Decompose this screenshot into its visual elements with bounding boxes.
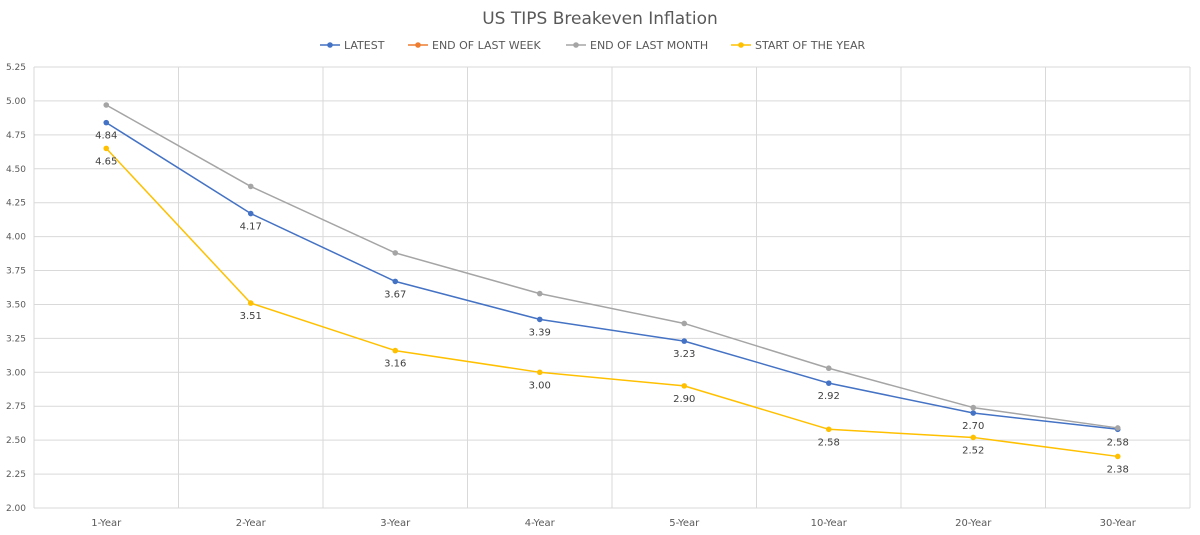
series-3-point: [536, 369, 543, 376]
x-tick-label: 5-Year: [669, 518, 700, 529]
y-tick-label: 2.00: [6, 504, 26, 514]
series-line-2: [105, 104, 1118, 429]
y-tick-label: 3.25: [6, 334, 26, 344]
series-2-point: [1114, 425, 1121, 431]
data-labels: 4.84 4.17 3.67 3.39 3.23 2.92 2.70 2.58 4.65 3.51…: [95, 131, 1129, 476]
y-tick-label: 4.00: [6, 233, 26, 243]
y-tick-label: 4.75: [6, 131, 26, 141]
series-0-data-label: 2.92: [818, 391, 840, 402]
legend-item[interactable]: START OF THE YEAR: [731, 39, 866, 52]
series-0-point: [681, 338, 688, 344]
y-tick-label: 5.25: [6, 63, 26, 73]
series-3-point: [1114, 453, 1121, 460]
series-2-point: [536, 290, 543, 297]
series-0-point: [536, 316, 543, 323]
series-2-point: [681, 320, 688, 327]
x-tick-label: 4-Year: [525, 518, 556, 529]
series-3-data-label: 2.52: [962, 445, 984, 456]
x-tick-label: 20-Year: [955, 518, 992, 529]
chart-title: US TIPS Breakeven Inflation: [482, 9, 718, 29]
x-tick-label: 3-Year: [380, 518, 411, 529]
series-3-data-label: 2.58: [818, 437, 840, 448]
legend-swatch-marker: [738, 42, 744, 48]
series-0-data-label: 3.39: [529, 327, 551, 338]
legend: LATEST END OF LAST WEEK END OF LAST MONTH S…: [320, 39, 866, 52]
series-layer: [103, 102, 1121, 460]
series-0-data-label: 2.58: [1107, 437, 1129, 448]
y-tick-label: 4.50: [6, 165, 26, 175]
y-tick-label: 4.25: [6, 199, 26, 209]
series-0-point: [392, 278, 399, 285]
x-tick-label: 1-Year: [91, 518, 122, 529]
series-3-point: [392, 347, 399, 354]
x-tick-label: 10-Year: [811, 518, 848, 529]
series-3-point: [103, 145, 110, 152]
series-3-point: [247, 300, 254, 306]
legend-label: END OF LAST WEEK: [432, 39, 542, 52]
gridlines: [33, 66, 1191, 509]
y-tick-label: 2.50: [6, 436, 26, 446]
y-axis: 2.00 2.25 2.50 2.75 3.00 3.25 3.50 3.75 4.00 4.25…: [6, 63, 26, 514]
series-2-point: [247, 183, 254, 190]
legend-label: LATEST: [344, 39, 385, 52]
legend-item[interactable]: END OF LAST MONTH: [566, 39, 708, 52]
series-3-data-label: 2.38: [1107, 464, 1129, 475]
series-3-data-label: 2.90: [673, 394, 695, 405]
y-tick-label: 3.00: [6, 368, 26, 378]
series-0-data-label: 3.67: [384, 289, 406, 300]
y-tick-label: 2.75: [6, 402, 26, 412]
series-0-point: [825, 380, 832, 386]
series-2-point: [825, 365, 832, 372]
legend-swatch-marker: [573, 42, 579, 48]
y-tick-label: 2.25: [6, 470, 26, 480]
series-2-point: [970, 404, 977, 411]
legend-item[interactable]: LATEST: [320, 39, 385, 52]
legend-label: START OF THE YEAR: [755, 39, 866, 52]
series-0-point: [970, 410, 977, 416]
y-tick-label: 5.00: [6, 97, 26, 107]
series-3-data-label: 3.16: [384, 359, 406, 370]
series-3-data-label: 3.51: [240, 311, 262, 322]
series-0-data-label: 3.23: [673, 349, 695, 360]
x-tick-label: 30-Year: [1100, 518, 1137, 529]
series-0-data-label: 2.70: [962, 421, 984, 432]
x-axis: 1-Year 2-Year 3-Year 4-Year 5-Year 10-Year 20-…: [91, 518, 1137, 529]
series-2-point: [103, 102, 110, 108]
y-tick-label: 3.50: [6, 300, 26, 310]
series-3-point: [825, 426, 832, 433]
legend-swatch-marker: [327, 42, 333, 48]
series-line-0: [105, 121, 1118, 431]
series-2-point: [392, 250, 399, 256]
series-3-point: [970, 434, 977, 441]
legend-swatch-marker: [415, 42, 421, 48]
series-3-point: [681, 383, 688, 389]
legend-item[interactable]: END OF LAST WEEK: [408, 39, 542, 52]
legend-label: END OF LAST MONTH: [590, 39, 708, 52]
series-0-data-label: 4.17: [240, 222, 262, 233]
series-0-point: [103, 119, 110, 126]
x-tick-label: 2-Year: [236, 518, 267, 529]
series-0-data-label: 4.84: [95, 131, 117, 142]
y-tick-label: 3.75: [6, 267, 26, 277]
series-3-data-label: 3.00: [529, 380, 551, 391]
series-line-3: [105, 147, 1118, 458]
series-0-point: [247, 210, 254, 217]
series-3-data-label: 4.65: [95, 156, 117, 167]
